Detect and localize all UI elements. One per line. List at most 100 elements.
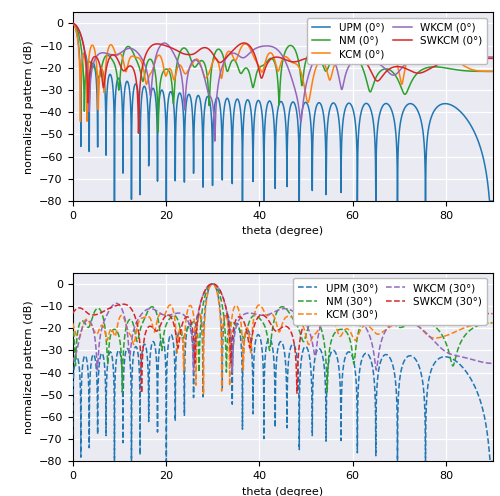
NM (30°) [246,319,252,325]
KCM (0°) [269,51,275,57]
WKCM (0°) [212,138,218,144]
SWKCM (30°) [375,311,381,317]
UPM (0°) [476,142,482,148]
WKCM (0°) [374,60,380,66]
Line: SWKCM (0°): SWKCM (0°) [72,23,492,133]
KCM (0°) [490,68,496,74]
UPM (0°) [269,104,275,110]
SWKCM (30°) [70,310,75,316]
Line: NM (30°): NM (30°) [72,284,492,392]
UPM (30°) [112,458,117,464]
KCM (30°) [210,281,216,287]
NM (0°) [490,68,496,74]
KCM (0°) [250,51,256,57]
WKCM (0°) [476,54,482,60]
KCM (0°) [78,119,84,124]
UPM (30°) [70,432,75,438]
WKCM (30°) [250,310,256,316]
NM (0°) [70,20,75,26]
NM (0°) [269,56,275,62]
Line: UPM (30°): UPM (30°) [72,284,492,461]
KCM (0°) [456,59,462,65]
SWKCM (0°) [476,56,482,62]
WKCM (30°) [477,359,483,365]
WKCM (0°) [70,20,75,26]
Line: WKCM (0°): WKCM (0°) [72,23,492,141]
KCM (30°) [250,324,256,330]
UPM (0°) [246,99,252,105]
NM (30°) [477,322,483,328]
Line: KCM (0°): KCM (0°) [72,23,492,122]
UPM (30°) [375,373,381,379]
SWKCM (0°) [70,20,75,26]
Legend: UPM (0°), NM (0°), KCM (0°), WKCM (0°), SWKCM (0°): UPM (0°), NM (0°), KCM (0°), WKCM (0°), … [306,18,488,64]
Y-axis label: normalized pattern (dB): normalized pattern (dB) [24,300,34,434]
KCM (30°) [375,331,381,337]
NM (30°) [70,320,75,326]
WKCM (0°) [250,48,256,54]
WKCM (30°) [270,310,276,316]
NM (30°) [250,313,256,319]
SWKCM (30°) [477,310,483,316]
KCM (30°) [477,321,483,327]
UPM (0°) [456,107,462,113]
WKCM (0°) [456,53,462,59]
KCM (30°) [490,320,496,326]
NM (30°) [375,306,381,311]
NM (0°) [456,67,462,73]
KCM (0°) [70,20,75,26]
X-axis label: theta (degree): theta (degree) [242,487,323,496]
UPM (30°) [270,343,276,349]
WKCM (0°) [246,51,252,57]
SWKCM (0°) [456,56,462,62]
WKCM (30°) [246,310,252,316]
KCM (0°) [246,44,252,50]
UPM (30°) [477,396,483,402]
Legend: UPM (30°), NM (30°), KCM (30°), WKCM (30°), SWKCM (30°): UPM (30°), NM (30°), KCM (30°), WKCM (30… [294,278,488,324]
UPM (0°) [112,198,117,204]
WKCM (30°) [375,357,381,363]
Y-axis label: normalized pattern (dB): normalized pattern (dB) [24,40,34,174]
SWKCM (30°) [250,331,256,337]
WKCM (30°) [229,369,235,375]
Line: KCM (30°): KCM (30°) [72,284,492,395]
KCM (30°) [200,392,206,398]
WKCM (30°) [456,353,462,359]
WKCM (30°) [490,361,496,367]
SWKCM (0°) [269,55,275,61]
NM (0°) [155,129,161,135]
WKCM (0°) [490,54,496,60]
SWKCM (30°) [210,281,216,287]
UPM (30°) [210,281,216,287]
Line: WKCM (30°): WKCM (30°) [72,284,492,372]
SWKCM (0°) [250,47,256,53]
UPM (30°) [250,367,256,373]
SWKCM (0°) [136,130,141,136]
KCM (0°) [374,48,380,54]
NM (30°) [456,344,462,350]
KCM (0°) [476,68,482,74]
NM (0°) [250,84,256,90]
KCM (30°) [246,333,252,339]
WKCM (0°) [269,44,275,50]
UPM (30°) [490,458,496,464]
NM (30°) [270,327,276,333]
WKCM (30°) [210,281,216,287]
UPM (0°) [70,20,75,26]
NM (0°) [374,71,380,77]
UPM (30°) [246,329,252,335]
SWKCM (30°) [294,390,300,396]
KCM (30°) [456,327,462,333]
NM (30°) [210,281,216,287]
SWKCM (30°) [246,342,252,348]
Line: UPM (0°): UPM (0°) [72,23,492,201]
UPM (0°) [374,124,380,130]
Line: NM (0°): NM (0°) [72,23,492,132]
KCM (30°) [270,311,276,317]
NM (30°) [120,389,126,395]
NM (30°) [490,320,496,326]
UPM (30°) [456,361,462,367]
Line: SWKCM (30°): SWKCM (30°) [72,284,492,393]
SWKCM (30°) [269,323,275,329]
X-axis label: theta (degree): theta (degree) [242,226,323,236]
